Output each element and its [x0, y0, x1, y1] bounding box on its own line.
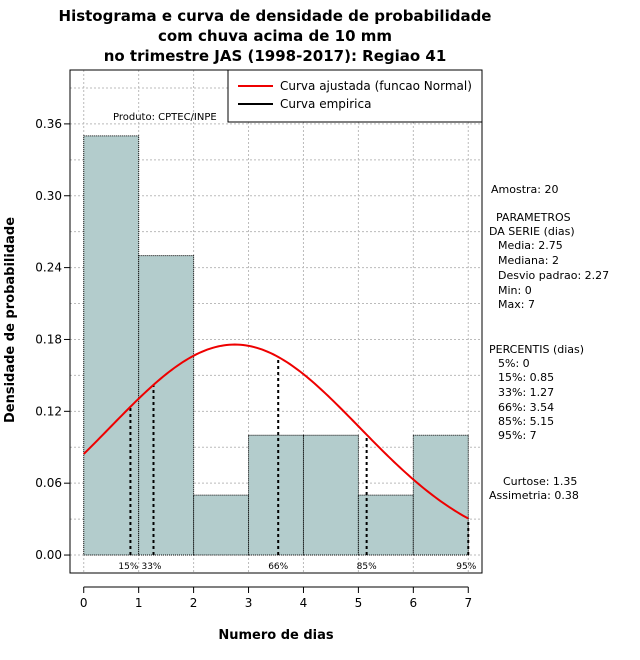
stat-mediana: Mediana: 2 — [498, 254, 559, 267]
stat-p15: 15%: 0.85 — [498, 371, 554, 384]
chart-title-line-2: com chuva acima de 10 mm — [158, 27, 392, 45]
x-tick-label: 0 — [80, 596, 88, 610]
stats-panel: Amostra: 20 PARAMETROS DA SERIE (dias) M… — [489, 183, 609, 502]
chart-title-line-3: no trimestre JAS (1998-2017): Regiao 41 — [104, 47, 447, 65]
legend: Curva ajustada (funcao Normal) Curva emp… — [227, 69, 483, 123]
stat-p95: 95%: 7 — [498, 429, 537, 442]
stat-assimetria: Assimetria: 0.38 — [489, 489, 579, 502]
histogram-bar — [248, 434, 304, 556]
stat-media: Media: 2.75 — [498, 239, 563, 252]
x-tick-label: 3 — [245, 596, 253, 610]
stat-p85: 85%: 5.15 — [498, 415, 554, 428]
y-tick-label: 0.30 — [35, 189, 62, 203]
stat-max: Max: 7 — [498, 298, 535, 311]
y-axis-label: Densidade de probabilidade — [3, 217, 18, 423]
percentile-markers: 15% 33% 66% 85% 95% — [118, 356, 477, 572]
fit-curve-line — [83, 343, 469, 520]
histogram-bar — [193, 494, 250, 556]
y-tick-label: 0.36 — [35, 117, 62, 131]
x-axis: 0 1 2 3 4 5 6 7 — [80, 586, 472, 610]
y-axis: 0.00 0.06 0.12 0.18 0.24 0.30 0.36 — [35, 117, 71, 562]
percentile-marker-label: 33% — [141, 562, 161, 572]
percentile-marker-label: 15% — [118, 562, 138, 572]
product-label: Produto: CPTEC/INPE — [113, 112, 217, 123]
percentile-marker-label: 66% — [268, 562, 288, 572]
stat-percentis-title: PERCENTIS (dias) — [489, 343, 584, 356]
x-tick-label: 1 — [135, 596, 143, 610]
y-tick-label: 0.24 — [35, 261, 62, 275]
x-tick-label: 6 — [410, 596, 418, 610]
chart-title-line-1: Histograma e curva de densidade de proba… — [59, 7, 492, 25]
stat-amostra: Amostra: 20 — [491, 183, 558, 196]
stat-parametros-title-1: PARAMETROS — [496, 211, 571, 224]
legend-empirical-label: Curva empirica — [280, 97, 371, 111]
percentile-marker-label: 95% — [456, 562, 476, 572]
x-tick-label: 4 — [300, 596, 308, 610]
histogram-bar — [83, 135, 140, 556]
y-tick-label: 0.12 — [35, 404, 62, 418]
y-tick-label: 0.18 — [35, 332, 62, 346]
y-tick-label: 0.06 — [35, 476, 62, 490]
stat-p5: 5%: 0 — [498, 357, 530, 370]
stat-desvio: Desvio padrao: 2.27 — [498, 269, 609, 282]
stat-curtose: Curtose: 1.35 — [503, 475, 577, 488]
stat-parametros-title-2: DA SERIE (dias) — [489, 225, 575, 238]
x-tick-label: 5 — [355, 596, 363, 610]
x-tick-label: 7 — [464, 596, 472, 610]
stat-p66: 66%: 3.54 — [498, 401, 554, 414]
histogram-bar — [138, 255, 195, 556]
y-tick-label: 0.00 — [35, 548, 62, 562]
histogram-bar — [412, 434, 469, 556]
x-tick-label: 2 — [190, 596, 198, 610]
percentile-marker-label: 85% — [357, 562, 377, 572]
legend-fit-label: Curva ajustada (funcao Normal) — [280, 79, 472, 93]
histogram-bars — [83, 135, 469, 556]
stat-p33: 33%: 1.27 — [498, 386, 554, 399]
stat-min: Min: 0 — [498, 284, 532, 297]
histogram-bar — [302, 434, 359, 556]
fit-curve-group — [83, 343, 469, 520]
legend-box — [227, 69, 483, 123]
x-axis-label: Numero de dias — [218, 628, 334, 643]
